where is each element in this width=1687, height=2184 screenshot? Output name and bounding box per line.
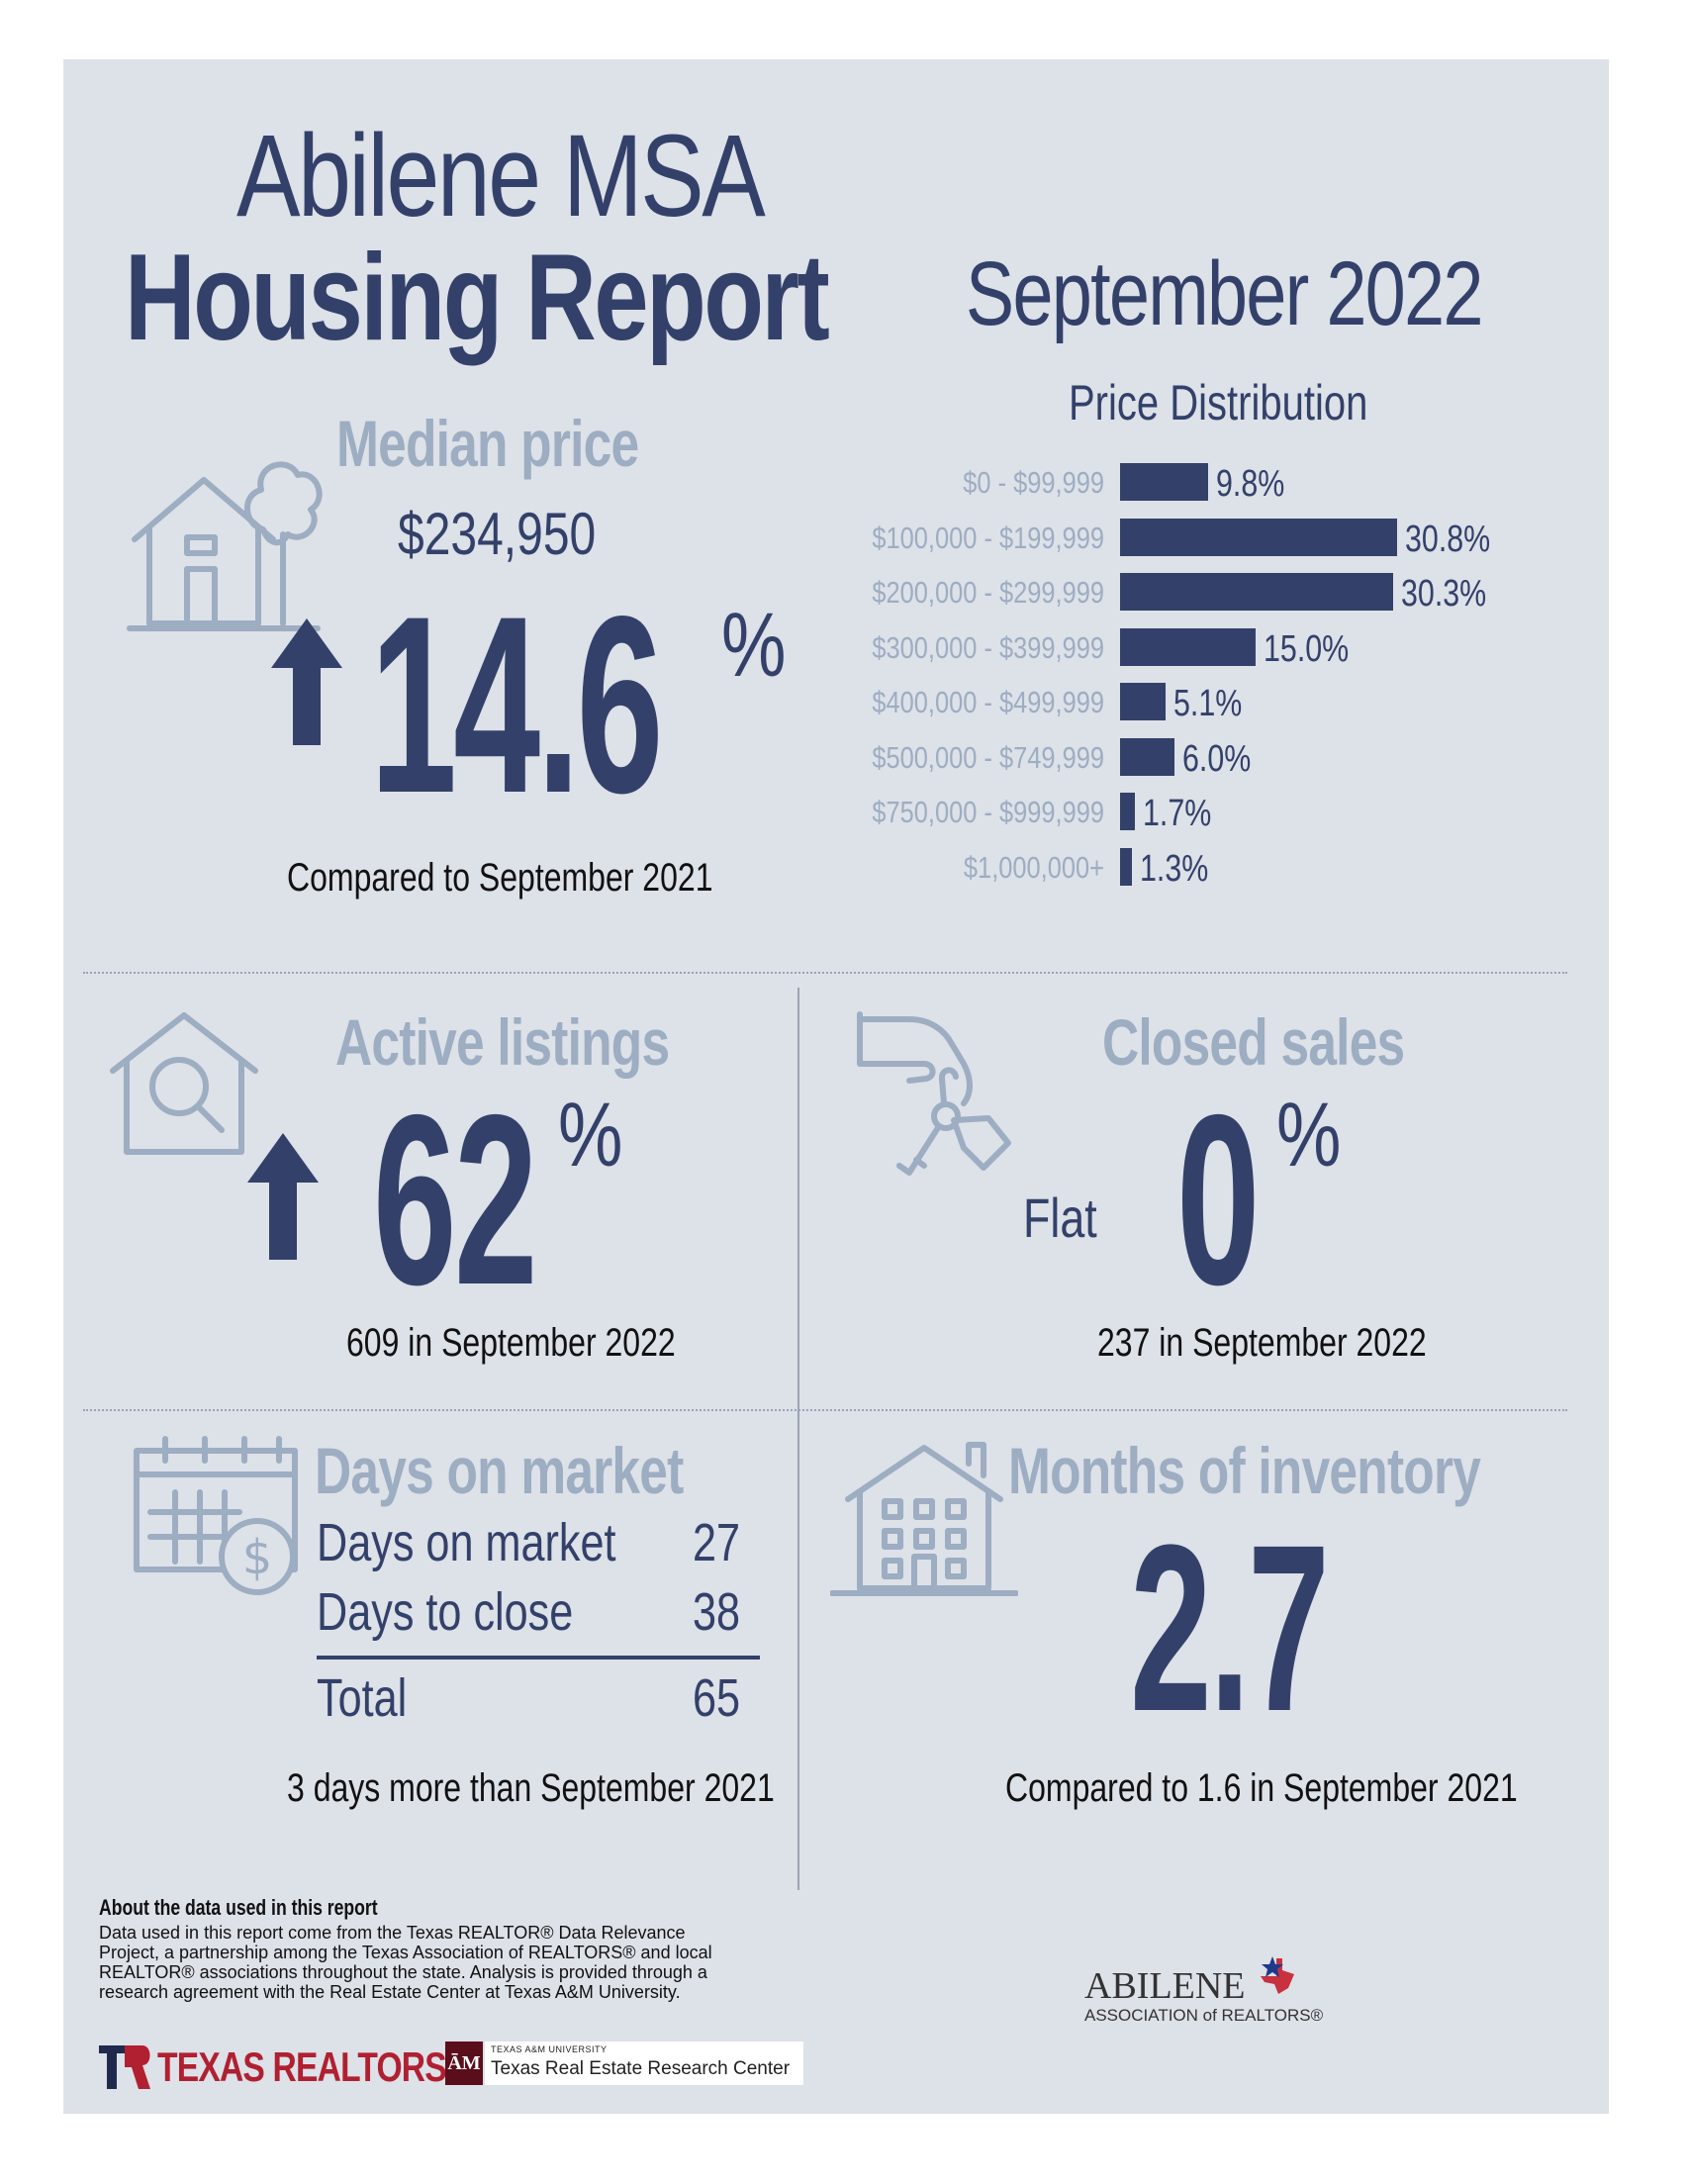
bar-category-label: $100,000 - $199,999 <box>872 520 1104 555</box>
median-price-comparison: Compared to September 2021 <box>287 856 713 900</box>
bar-value-label: 1.7% <box>1143 793 1212 834</box>
divider-top <box>83 972 1567 974</box>
bar-value-label: 9.8% <box>1216 463 1285 505</box>
active-listings-title: Active listings <box>335 1005 670 1079</box>
bar-category-label: $1,000,000+ <box>963 849 1104 885</box>
hand-keys-icon <box>855 1009 1033 1187</box>
bar-value-label: 30.3% <box>1400 573 1486 615</box>
dtc-row-label: Days to close <box>317 1582 574 1642</box>
bar <box>1120 463 1209 501</box>
bar-category-label: $750,000 - $999,999 <box>872 795 1104 829</box>
tamu-label-box <box>485 2042 803 2085</box>
tamu-small-text: TEXAS A&M UNIVERSITY <box>491 2044 608 2054</box>
total-label: Total <box>317 1668 408 1728</box>
closed-sales-direction: Flat <box>1023 1187 1097 1249</box>
bar-value-label: 30.8% <box>1405 518 1491 560</box>
days-on-market-caption: 3 days more than September 2021 <box>287 1766 775 1810</box>
divider-middle <box>83 1409 1567 1411</box>
months-inventory-title: Months of inventory <box>1008 1434 1481 1507</box>
bar <box>1120 737 1174 776</box>
months-inventory-caption: Compared to 1.6 in September 2021 <box>1005 1766 1518 1810</box>
texas-star-icon <box>1253 1954 1298 1998</box>
bar-value-label: 5.1% <box>1173 683 1243 724</box>
closed-sales-change: 0 <box>1176 1064 1261 1335</box>
bar-value-label: 1.3% <box>1139 847 1209 890</box>
bar <box>1120 627 1256 666</box>
bar-category-label: $300,000 - $399,999 <box>872 629 1104 665</box>
report-month: September 2022 <box>966 243 1483 344</box>
house-search-icon <box>105 1009 263 1158</box>
months-inventory-value: 2.7 <box>1130 1495 1330 1760</box>
closed-sales-unit: % <box>1276 1085 1342 1186</box>
bar-value-label: 6.0% <box>1181 737 1251 780</box>
days-on-market-title: Days on market <box>315 1434 684 1507</box>
texas-realtors-logo-icon <box>99 2045 150 2089</box>
closed-sales-caption: 237 in September 2022 <box>1097 1321 1427 1365</box>
arrow-up-icon <box>271 618 342 745</box>
bar <box>1120 573 1393 611</box>
bar <box>1120 683 1167 720</box>
title-line-2: Housing Report <box>125 230 830 366</box>
building-icon <box>830 1440 1018 1598</box>
bar <box>1120 518 1398 556</box>
median-price-title: Median price <box>336 407 639 480</box>
total-value: 65 <box>693 1668 741 1728</box>
active-listings-caption: 609 in September 2022 <box>346 1321 676 1365</box>
tamu-logo-icon: ĀM <box>445 2042 483 2085</box>
median-price-value: $234,950 <box>398 501 597 567</box>
house-tree-icon <box>125 421 323 638</box>
calendar-dollar-icon: $ <box>131 1433 304 1611</box>
bar <box>1120 793 1136 830</box>
total-rule <box>317 1656 760 1660</box>
bar-category-label: $0 - $99,999 <box>963 465 1104 500</box>
bar-category-label: $400,000 - $499,999 <box>872 685 1104 719</box>
bar-value-label: 15.0% <box>1263 627 1349 670</box>
tamu-name: Texas Real Estate Research Center <box>491 2058 791 2079</box>
dom-row-value: 27 <box>693 1513 741 1572</box>
dom-row-label: Days on market <box>317 1513 616 1572</box>
closed-sales-title: Closed sales <box>1102 1005 1405 1079</box>
arrow-up-icon <box>247 1133 319 1260</box>
bar-category-label: $200,000 - $299,999 <box>872 575 1104 610</box>
abilene-sub: ASSOCIATION of REALTORS® <box>1084 2006 1324 2025</box>
active-listings-unit: % <box>558 1085 623 1186</box>
texas-realtors-wordmark: TEXAS REALTORS <box>157 2043 447 2090</box>
bar <box>1120 847 1132 886</box>
dtc-row-value: 38 <box>693 1582 741 1642</box>
report-panel: Abilene MSA Housing Report September 202… <box>63 59 1609 2114</box>
chart-title: Price Distribution <box>1069 375 1368 430</box>
active-listings-change: 62 <box>373 1064 537 1335</box>
median-price-change: 14.6 <box>370 564 664 846</box>
about-heading: About the data used in this report <box>99 1895 378 1920</box>
divider-vertical <box>797 988 799 1890</box>
about-text: Data used in this report come from the T… <box>99 1923 712 2002</box>
median-price-unit: % <box>721 595 787 696</box>
title-line-1: Abilene MSA <box>236 111 766 241</box>
svg-text:$: $ <box>242 1530 273 1585</box>
bar-category-label: $500,000 - $749,999 <box>872 739 1104 775</box>
abilene-name: ABILENE <box>1084 1965 1246 2007</box>
